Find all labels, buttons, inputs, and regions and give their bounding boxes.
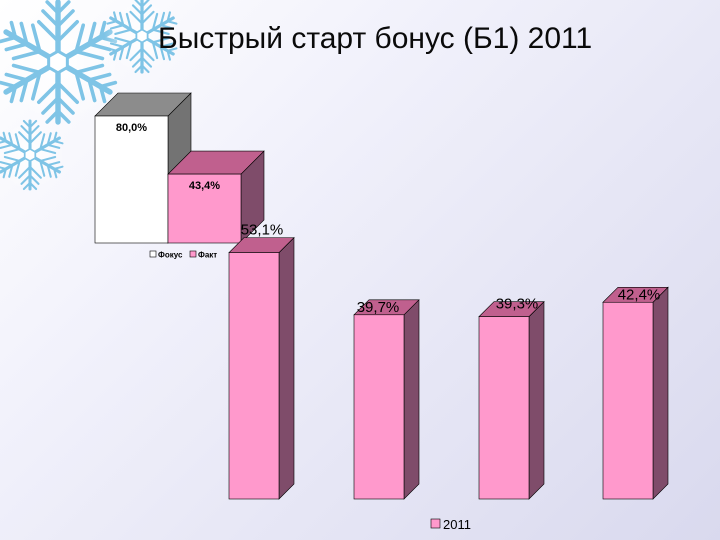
bar-2011-1	[228, 236, 295, 500]
data-label-4: 42,4%	[618, 286, 661, 303]
bar-2011-4	[602, 286, 669, 500]
legend: 2011	[430, 517, 471, 532]
legend-swatch	[149, 250, 157, 258]
legend-label: 2011	[443, 517, 471, 532]
focus-vs-fact-chart: 80,0% 43,4% Фокус Факт	[94, 92, 265, 260]
snowflake-icon	[0, 119, 66, 191]
legend-label: Факт	[198, 251, 217, 260]
data-label-focus: 80,0%	[116, 122, 147, 134]
snowflake-decoration	[0, 0, 180, 191]
snowflake-icon	[104, 0, 180, 74]
bonus-2011-chart: 53,1% 39,7% 39,3% 42,4% 2011	[228, 222, 669, 532]
data-label-3: 39,3%	[496, 296, 539, 313]
bar-2011-3	[478, 300, 545, 500]
bar-2011-2	[353, 299, 420, 500]
bar-fact	[167, 150, 265, 244]
legend-swatch	[430, 518, 441, 529]
snowflake-icon	[0, 0, 121, 125]
legend: Фокус Факт	[149, 250, 217, 260]
page-title: Быстрый старт бонус (Б1) 2011	[158, 22, 593, 55]
data-label-2: 39,7%	[357, 299, 400, 316]
legend-label: Фокус	[158, 251, 183, 260]
data-label-fact: 43,4%	[189, 180, 220, 192]
legend-swatch	[189, 250, 197, 258]
data-label-1: 53,1%	[241, 222, 284, 239]
